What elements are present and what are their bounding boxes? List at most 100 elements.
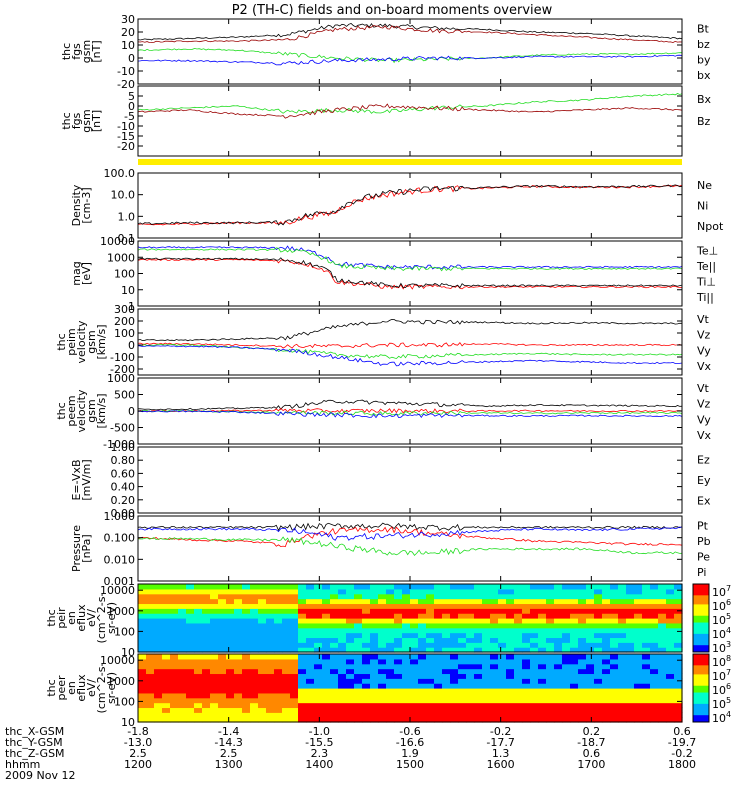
heatmap-cell [610,642,619,648]
axis-row-label: thc_X-GSM [5,725,64,738]
heatmap-cell [522,654,531,660]
heatmap-cell [410,584,419,590]
y-tick-label: 1000 [107,605,135,618]
heatmap-cell [250,613,259,619]
heatmap-cell [474,622,483,629]
heatmap-cell [194,668,203,675]
heatmap-cell [258,618,267,624]
heatmap-cell [394,647,403,653]
heatmap-cell [314,593,323,600]
heatmap-cell [514,663,523,670]
heatmap-cell [602,622,611,629]
heatmap-cell [338,683,347,689]
heatmap-cell [162,668,171,675]
heatmap-cell [562,613,571,619]
heatmap-cell [626,712,635,718]
heatmap-cell [626,683,635,689]
heatmap-cell [530,613,539,619]
heatmap-cell [546,707,555,713]
heatmap-cell [282,717,291,723]
heatmap-cell [666,717,675,723]
heatmap-cell [218,697,227,704]
heatmap-cell [554,613,563,619]
colorbar-segment [693,629,709,633]
heatmap-cell [418,702,427,709]
heatmap-cell [202,688,211,694]
heatmap-cell [226,637,235,643]
heatmap-cell [650,707,659,713]
heatmap-cell [162,642,171,648]
axis-row-value: 2.3 [311,747,329,760]
heatmap-cell [490,712,499,718]
heatmap-cell [314,642,323,648]
heatmap-cell [298,663,307,670]
heatmap-cell [538,683,547,689]
heatmap-cell [362,697,371,704]
heatmap-cell [322,598,331,605]
heatmap-cell [210,613,219,619]
heatmap-cell [626,688,635,694]
heatmap-cell [378,637,387,643]
heatmap-cell [586,712,595,718]
heatmap-cell [266,654,275,660]
heatmap-cell [394,654,403,660]
heatmap-cell [466,613,475,619]
colorbar-tick-label: 105 [712,612,731,627]
heatmap-cell [346,707,355,713]
heatmap-cell [410,647,419,653]
heatmap-cell [402,683,411,689]
heatmap-cell [290,697,299,704]
heatmap-cell [522,702,531,709]
heatmap-cell [274,673,283,679]
heatmap-cell [466,622,475,629]
heatmap-cell [594,683,603,689]
heatmap-cell [346,642,355,648]
heatmap-cell [402,637,411,643]
heatmap-cell [506,627,515,634]
heatmap-cell [522,663,531,670]
heatmap-cell [322,588,331,595]
heatmap-cell [346,603,355,609]
heatmap-cell [426,627,435,634]
heatmap-cell [498,608,507,614]
heatmap-cell [642,622,651,629]
heatmap-cell [362,712,371,718]
y-tick-label: -10 [117,120,135,133]
heatmap-cell [570,608,579,614]
y-tick-label: 100 [114,268,135,281]
heatmap-cell [346,663,355,670]
heatmap-cell [290,678,299,684]
heatmap-cell [626,637,635,643]
heatmap-cell [602,658,611,665]
heatmap-cell [490,618,499,624]
heatmap-cell [330,654,339,660]
heatmap-cell [618,593,627,600]
heatmap-cell [642,632,651,639]
heatmap-cell [258,707,267,713]
heatmap-cell [650,673,659,679]
heatmap-cell [578,647,587,653]
series-line-Pe [137,536,683,557]
heatmap-cell [442,647,451,653]
heatmap-cell [458,593,467,600]
heatmap-cell [298,707,307,713]
heatmap-cell [154,613,163,619]
heatmap-cell [450,608,459,614]
heatmap-cell [298,717,307,723]
heatmap-cell [418,608,427,614]
heatmap-cell [250,603,259,609]
heatmap-cell [402,697,411,704]
heatmap-cell [210,673,219,679]
y-tick-label: 0.100 [104,532,136,545]
heatmap-cell [490,692,499,699]
colorbar-segment [693,681,709,684]
heatmap-cell [178,618,187,624]
heatmap-cell [226,632,235,639]
heatmap-cell [626,668,635,675]
heatmap-cell [626,673,635,679]
heatmap-cell [314,707,323,713]
heatmap-cell [178,588,187,595]
colorbar-tick-label: 107 [712,668,731,683]
heatmap-cell [554,673,563,679]
heatmap-cell [226,668,235,675]
